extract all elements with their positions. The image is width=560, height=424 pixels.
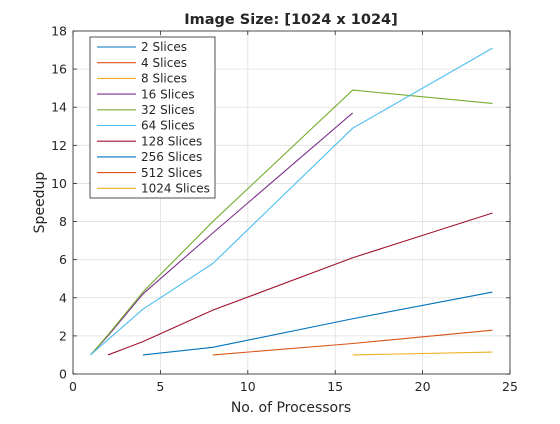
y-tick-label: 10 [51,176,67,191]
y-tick-label: 2 [59,328,67,343]
legend-label-8-slices: 8 Slices [141,72,187,86]
legend-label-512-slices: 512 Slices [141,166,202,180]
y-tick-label: 0 [59,367,67,382]
x-tick-label: 20 [415,379,431,394]
series-line-2-slices [142,291,493,356]
x-tick-label: 15 [327,379,343,394]
legend-box [89,36,216,199]
series-line-4-slices [212,329,493,356]
x-tick-label: 25 [502,379,518,394]
legend-label-256-slices: 256 Slices [141,150,202,164]
series-line-64-slices [90,47,493,356]
legend-label-32-slices: 32 Slices [141,103,195,117]
x-tick-label: 10 [240,379,256,394]
y-axis-label: Speedup [32,172,48,234]
series-line-128-slices [107,212,493,356]
legend-label-1024-slices: 1024 Slices [141,182,210,196]
x-tick-label: 5 [156,379,164,394]
plot-area-frame [72,30,511,375]
legend-label-64-slices: 64 Slices [141,119,195,133]
y-tick-label: 8 [59,214,67,229]
legend-label-128-slices: 128 Slices [141,134,202,148]
y-tick-label: 4 [59,290,67,305]
series-lines [90,47,493,356]
series-line-8-slices [352,351,493,356]
y-tick-label: 14 [51,100,67,115]
y-tick-label: 18 [51,24,67,39]
legend-label-16-slices: 16 Slices [141,87,195,101]
y-tick-label: 12 [51,138,67,153]
x-tick-label: 0 [69,379,77,394]
legend-label-2-slices: 2 Slices [141,40,187,54]
x-axis-label: No. of Processors [231,400,351,416]
legend-label-4-slices: 4 Slices [141,56,187,70]
chart-title: Image Size: [1024 x 1024] [184,12,398,28]
series-line-32-slices [90,89,493,356]
y-tick-label: 6 [59,252,67,267]
y-tick-label: 16 [51,62,67,77]
axis-ticks: 0 5 10 15 20 25 0 2 4 6 8 10 12 14 16 18 [51,24,518,395]
